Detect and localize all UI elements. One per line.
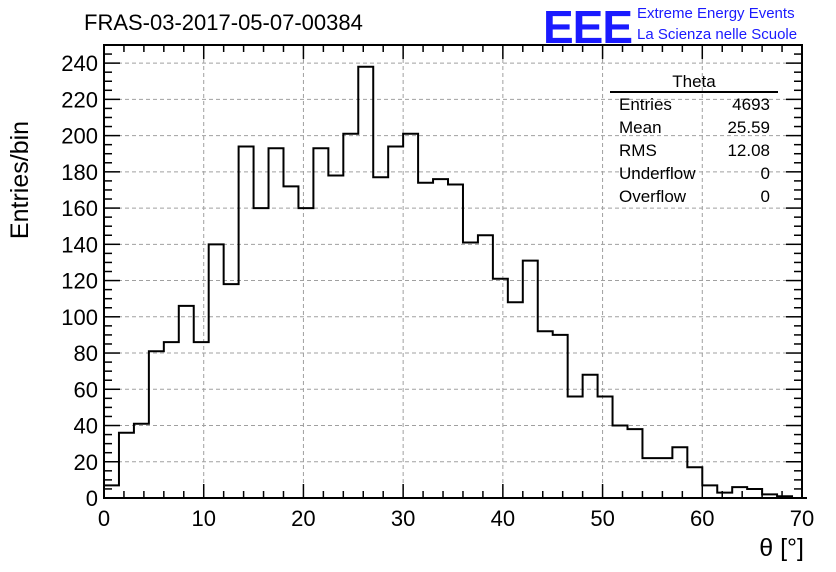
x-tick-label: 30 bbox=[391, 506, 415, 531]
y-tick-label: 160 bbox=[61, 196, 98, 221]
stats-value: 12.08 bbox=[727, 141, 770, 160]
x-tick-label: 0 bbox=[98, 506, 110, 531]
stats-box: Theta Entries 4693 Mean 25.59 RMS 12.08 Und… bbox=[610, 72, 778, 208]
stats-label: Mean bbox=[619, 118, 662, 137]
y-tick-label: 180 bbox=[61, 160, 98, 185]
y-tick-label: 80 bbox=[74, 341, 98, 366]
grid-lines bbox=[104, 45, 802, 498]
y-tick-label: 60 bbox=[74, 377, 98, 402]
x-tick-label: 70 bbox=[790, 506, 814, 531]
stats-label: Overflow bbox=[619, 187, 687, 206]
stats-value: 4693 bbox=[732, 95, 770, 114]
stats-value: 0 bbox=[760, 164, 770, 183]
histogram-step-line bbox=[103, 65, 807, 499]
axis-ticks: 0 10 20 30 40 50 60 70 0 20 40 60 80 100 120 140 160 180 2… bbox=[61, 44, 814, 531]
stats-value: 0 bbox=[760, 187, 770, 206]
chart-title: FRAS-03-2017-05-07-00384 bbox=[84, 10, 363, 35]
x-tick-label: 40 bbox=[491, 506, 515, 531]
y-tick-label: 200 bbox=[61, 124, 98, 149]
stats-title: Theta bbox=[610, 72, 778, 93]
stats-row-underflow: Underflow 0 bbox=[610, 162, 778, 185]
y-tick-label: 40 bbox=[74, 414, 98, 439]
stats-row-entries: Entries 4693 bbox=[610, 93, 778, 116]
y-tick-label: 220 bbox=[61, 87, 98, 112]
y-tick-label: 140 bbox=[61, 232, 98, 257]
stats-row-rms: RMS 12.08 bbox=[610, 139, 778, 162]
y-tick-label: 20 bbox=[74, 450, 98, 475]
stats-label: Entries bbox=[619, 95, 672, 114]
x-tick-label: 50 bbox=[590, 506, 614, 531]
y-tick-label: 100 bbox=[61, 305, 98, 330]
stats-label: RMS bbox=[619, 141, 657, 160]
x-tick-label: 60 bbox=[690, 506, 714, 531]
eee-logo: EEE bbox=[543, 1, 633, 53]
x-axis-label: θ [°] bbox=[759, 534, 804, 562]
stats-row-mean: Mean 25.59 bbox=[610, 116, 778, 139]
logo-line-2: La Scienza nelle Scuole bbox=[637, 26, 798, 43]
stats-row-overflow: Overflow 0 bbox=[610, 185, 778, 208]
y-tick-label: 120 bbox=[61, 269, 98, 294]
stats-label: Underflow bbox=[619, 164, 696, 183]
x-tick-label: 20 bbox=[291, 506, 315, 531]
y-axis-label: Entries/bin bbox=[6, 120, 34, 240]
y-tick-label: 0 bbox=[86, 486, 98, 511]
logo-line-1: Extreme Energy Events bbox=[637, 5, 795, 22]
stats-value: 25.59 bbox=[727, 118, 770, 137]
x-tick-label: 10 bbox=[191, 506, 215, 531]
y-tick-label: 240 bbox=[61, 51, 98, 76]
